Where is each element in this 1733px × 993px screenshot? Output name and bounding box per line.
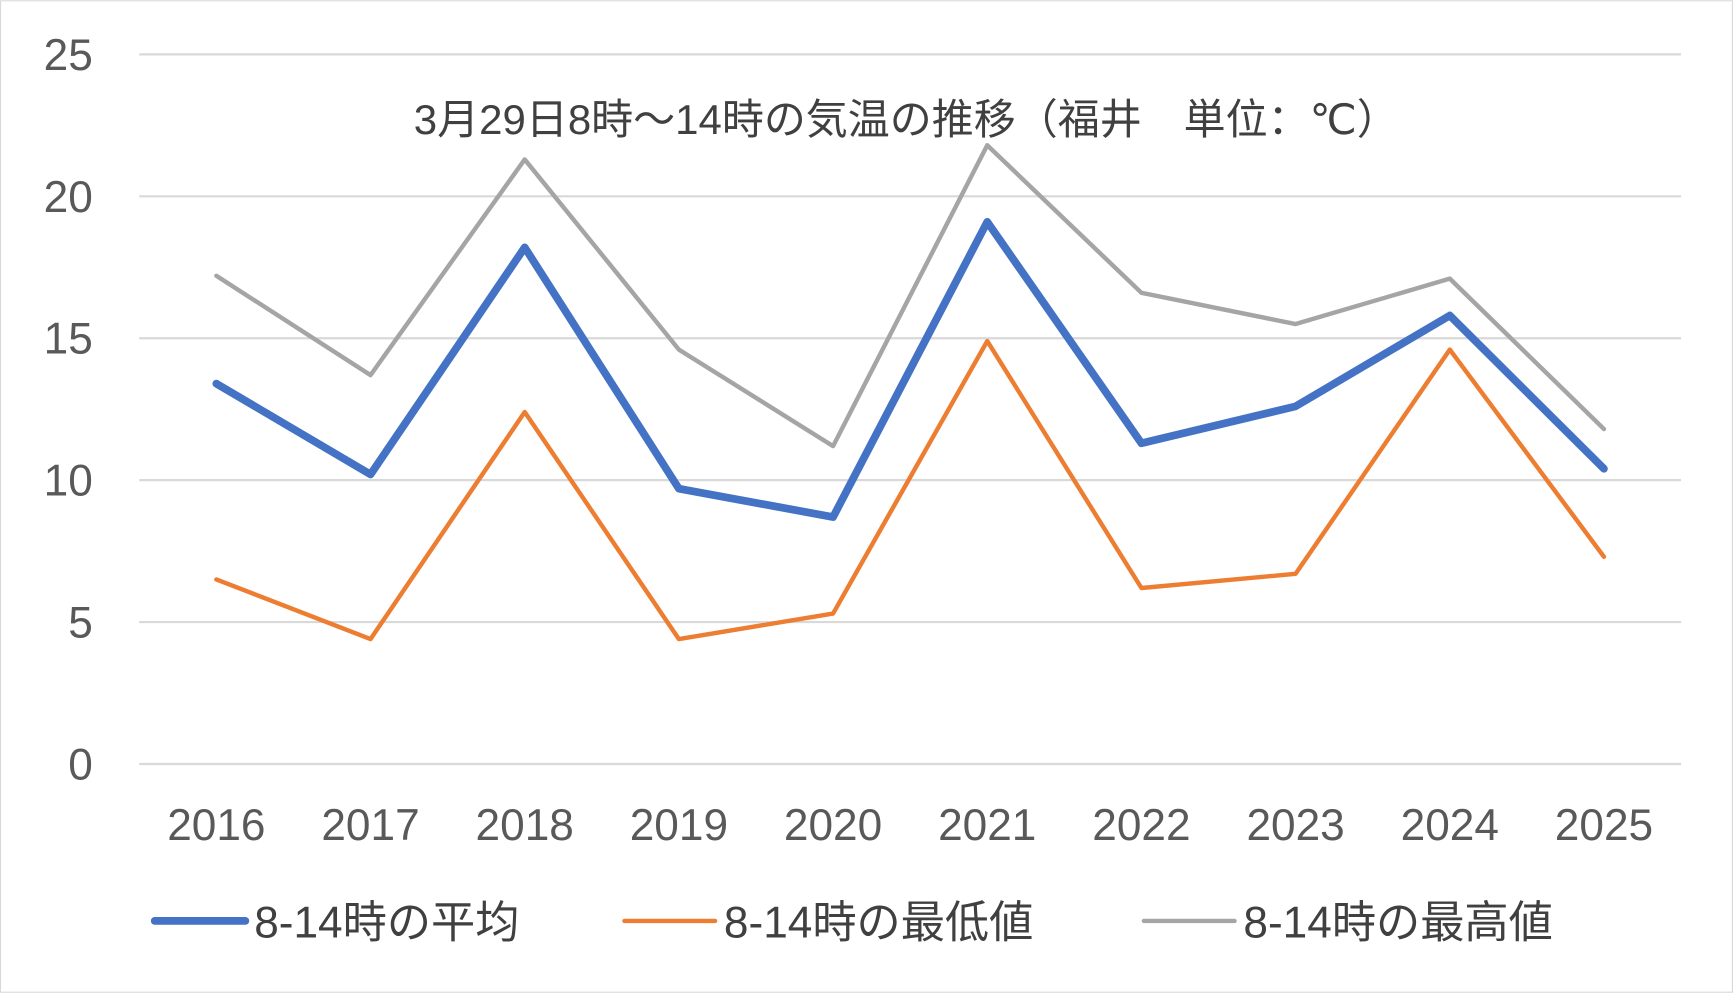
legend-item-1: 8-14時の最低値 [622,898,1033,947]
legend-label: 8-14時の最低値 [724,898,1033,947]
y-tick-label: 25 [44,31,93,80]
legend-label: 8-14時の平均 [254,898,519,947]
legend-label: 8-14時の最高値 [1243,898,1552,947]
series-line-2 [214,143,1607,449]
series-line-1 [214,338,1607,642]
x-tick-label: 2017 [321,801,419,850]
x-tick-label: 2016 [167,801,265,850]
x-tick-label: 2020 [784,801,882,850]
x-tick-label: 2024 [1401,801,1499,850]
series-line-0 [212,217,1608,521]
x-tick-label: 2021 [938,801,1036,850]
x-tick-label: 2019 [630,801,728,850]
chart-title: 3月29日8時～14時の気温の推移（福井 単位：℃） [414,96,1399,143]
y-tick-label: 10 [44,457,93,506]
y-tick-label: 5 [68,599,93,648]
x-tick-label: 2025 [1555,801,1653,850]
legend-item-2: 8-14時の最高値 [1141,898,1553,947]
x-tick-label: 2018 [476,801,574,850]
y-tick-label: 0 [68,740,93,789]
y-tick-label: 15 [44,315,93,364]
x-tick-label: 2023 [1246,801,1344,850]
y-tick-label: 20 [44,173,93,222]
legend-item-0: 8-14時の平均 [150,898,519,947]
x-tick-label: 2022 [1092,801,1190,850]
